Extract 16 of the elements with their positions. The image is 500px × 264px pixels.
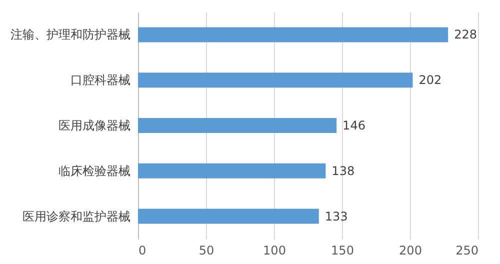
data-label: 138 (332, 164, 355, 178)
y-tick-label: 口腔科器械 (70, 73, 130, 88)
y-tick-label: 医用诊察和监护器械 (22, 209, 130, 224)
data-label: 202 (418, 73, 442, 88)
y-tick-label: 注输、护理和防护器械 (10, 28, 130, 42)
y-tick-label: 医用成像器械 (58, 118, 130, 132)
x-tick-label: 100 (263, 244, 286, 258)
x-tick-label: 200 (399, 244, 422, 258)
x-tick-label: 150 (331, 244, 354, 258)
data-label: 146 (342, 118, 366, 132)
data-label: 228 (454, 28, 477, 42)
x-tick-label: 0 (138, 244, 146, 258)
x-tick-label: 50 (198, 244, 214, 258)
data-label: 133 (324, 209, 348, 224)
y-tick-label: 临床检验器械 (58, 164, 130, 178)
x-tick-label: 250 (456, 244, 478, 258)
